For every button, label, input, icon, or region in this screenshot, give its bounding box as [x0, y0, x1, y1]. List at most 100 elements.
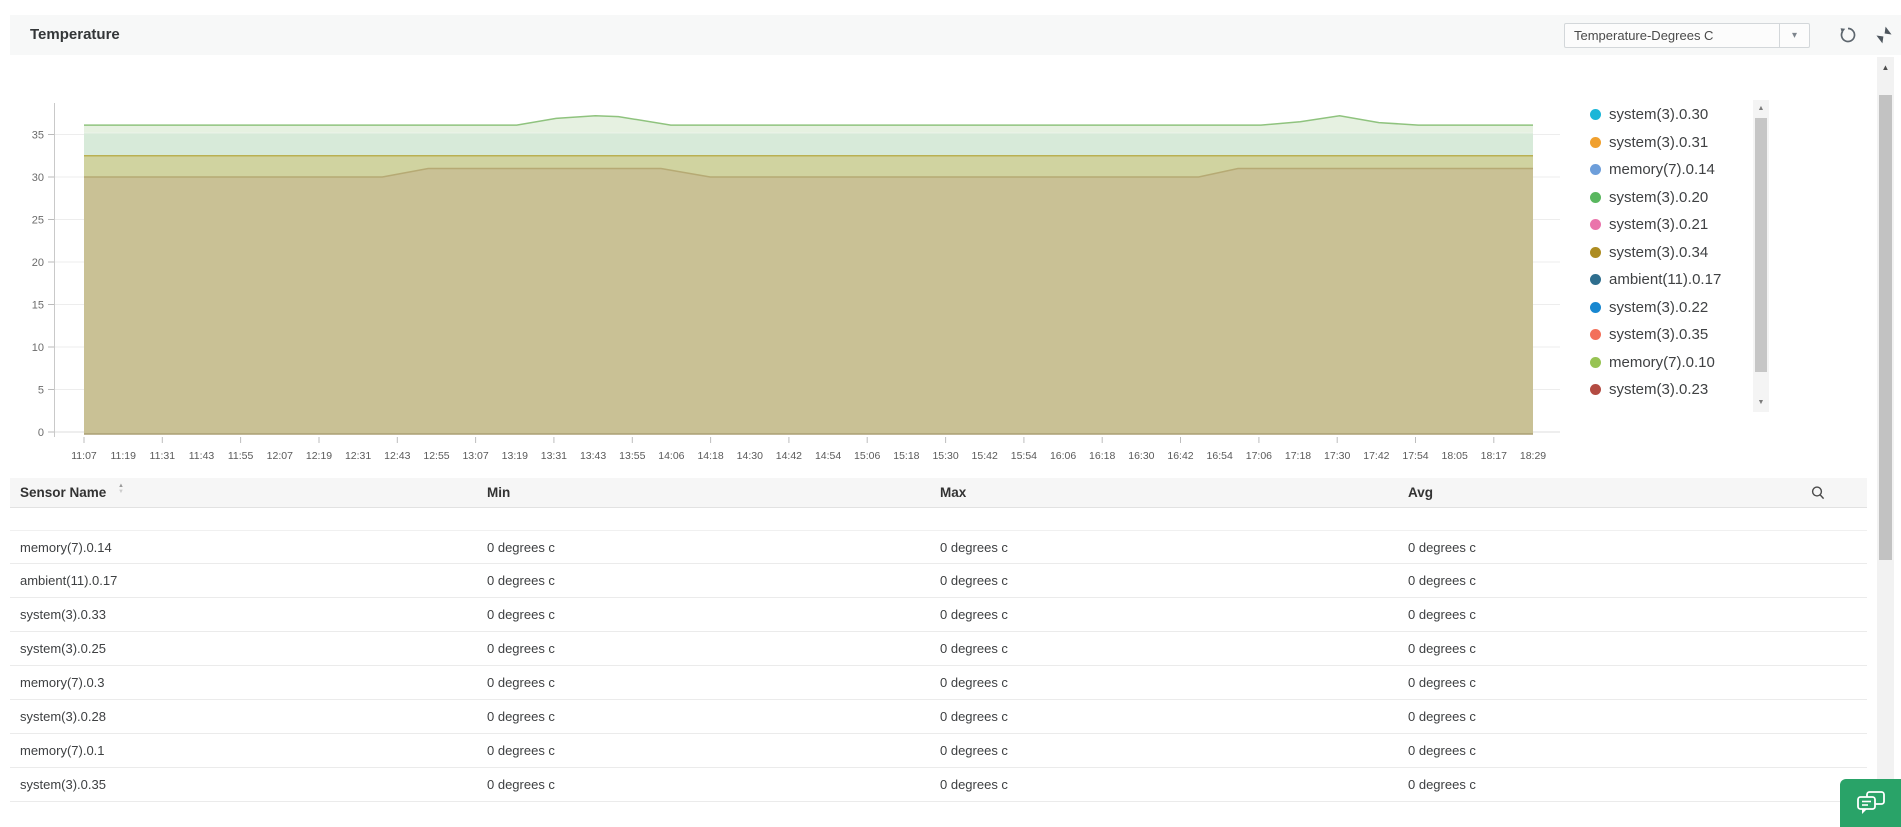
legend-color-dot [1590, 329, 1601, 341]
cell-sensor-name: system(3).0.33 [20, 607, 106, 622]
legend-item[interactable]: system(3).0.20 [1590, 184, 1752, 212]
legend-color-dot [1590, 356, 1601, 368]
svg-text:13:19: 13:19 [502, 450, 528, 462]
legend-item[interactable]: system(3).0.34 [1590, 239, 1752, 267]
chart-legend: system(3).0.30 system(3).0.31 memory(7).… [1590, 101, 1752, 404]
chat-widget-button[interactable] [1840, 779, 1901, 827]
cell-min: 0 degrees c [487, 777, 555, 792]
chevron-down-icon[interactable]: ▾ [1779, 24, 1809, 47]
svg-text:15:42: 15:42 [972, 450, 998, 462]
legend-item-label: memory(7).0.10 [1609, 353, 1715, 371]
cell-min: 0 degrees c [487, 709, 555, 724]
svg-text:12:19: 12:19 [306, 450, 332, 462]
search-icon[interactable] [1810, 485, 1826, 501]
cell-sensor-name: ambient(11).0.17 [20, 573, 118, 588]
legend-color-dot [1590, 301, 1601, 313]
svg-text:18:29: 18:29 [1520, 450, 1546, 462]
svg-text:13:43: 13:43 [580, 450, 606, 462]
svg-text:11:31: 11:31 [150, 450, 176, 462]
datapoint-dropdown[interactable]: Temperature-Degrees C ▾ [1564, 23, 1810, 48]
legend-scrollbar[interactable]: ▲ ▼ [1753, 100, 1769, 412]
cell-avg: 0 degrees c [1408, 607, 1476, 622]
svg-text:15:18: 15:18 [893, 450, 919, 462]
cell-sensor-name: system(3).0.25 [20, 641, 106, 656]
svg-text:14:06: 14:06 [658, 450, 684, 462]
scroll-up-icon[interactable]: ▲ [1881, 63, 1890, 72]
chat-bubbles-icon [1856, 791, 1885, 814]
page-scrollbar[interactable]: ▲ [1877, 57, 1894, 827]
column-header-max[interactable]: Max [940, 485, 967, 500]
legend-item-label: system(3).0.35 [1609, 326, 1709, 344]
legend-item[interactable]: system(3).0.35 [1590, 321, 1752, 349]
cell-sensor-name: system(3).0.28 [20, 709, 106, 724]
legend-item[interactable]: memory(7).0.14 [1590, 156, 1752, 184]
cell-max: 0 degrees c [940, 743, 1008, 758]
svg-text:15: 15 [32, 300, 44, 312]
column-header-sensor-name[interactable]: Sensor Name [20, 485, 107, 500]
svg-text:11:43: 11:43 [189, 450, 215, 462]
temperature-chart: 0 5 10 15 20 25 30 35 11:07 11:19 11:31 11:43 11:55 1… [32, 103, 1560, 462]
legend-item[interactable]: system(3).0.30 [1590, 101, 1752, 129]
legend-item-label: system(3).0.20 [1609, 188, 1709, 206]
svg-text:15:54: 15:54 [1011, 450, 1037, 462]
legend-color-dot [1590, 219, 1601, 231]
cell-avg: 0 degrees c [1408, 743, 1476, 758]
legend-item[interactable]: ambient(11).0.17 [1590, 266, 1752, 294]
table-header-row: Sensor Name ▲ ▼ Min Max Avg [10, 478, 1867, 508]
column-header-avg[interactable]: Avg [1408, 485, 1434, 500]
svg-text:17:06: 17:06 [1246, 450, 1272, 462]
svg-text:12:43: 12:43 [384, 450, 410, 462]
panel-header: Temperature Temperature-Degrees C ▾ [10, 15, 1901, 55]
legend-item-label: ambient(11).0.17 [1609, 271, 1722, 289]
svg-text:18:05: 18:05 [1442, 450, 1468, 462]
legend-color-dot [1590, 246, 1601, 258]
sort-indicator-icon[interactable]: ▲ ▼ [118, 483, 124, 495]
svg-text:10: 10 [32, 342, 44, 354]
cell-max: 0 degrees c [940, 709, 1008, 724]
legend-item[interactable]: system(3).0.31 [1590, 129, 1752, 157]
cell-sensor-name: system(3).0.35 [20, 777, 106, 792]
cell-avg: 0 degrees c [1408, 709, 1476, 724]
svg-text:15:06: 15:06 [854, 450, 880, 462]
svg-text:20: 20 [32, 257, 44, 269]
legend-item[interactable]: system(3).0.21 [1590, 211, 1752, 239]
refresh-icon[interactable] [1838, 25, 1858, 45]
page-title: Temperature [30, 26, 120, 43]
svg-text:14:18: 14:18 [697, 450, 723, 462]
legend-item[interactable]: system(3).0.23 [1590, 376, 1752, 404]
svg-text:12:55: 12:55 [423, 450, 449, 462]
scroll-down-icon[interactable]: ▼ [1757, 399, 1765, 406]
legend-item[interactable]: memory(7).0.10 [1590, 349, 1752, 377]
legend-scrollbar-thumb[interactable] [1755, 118, 1767, 372]
svg-text:5: 5 [38, 385, 44, 397]
svg-text:30: 30 [32, 172, 44, 184]
scroll-up-icon[interactable]: ▲ [1757, 105, 1765, 112]
svg-text:17:54: 17:54 [1402, 450, 1428, 462]
table-row: memory(7).0.3 0 degrees c 0 degrees c 0 … [10, 666, 1867, 700]
svg-text:11:55: 11:55 [228, 450, 254, 462]
svg-text:17:30: 17:30 [1324, 450, 1350, 462]
legend-item[interactable]: system(3).0.22 [1590, 294, 1752, 322]
cell-max: 0 degrees c [940, 777, 1008, 792]
svg-text:17:18: 17:18 [1285, 450, 1311, 462]
table-row: system(3).0.33 0 degrees c 0 degrees c 0… [10, 598, 1867, 632]
legend-item-label: system(3).0.34 [1609, 243, 1709, 261]
table-row: system(3).0.25 0 degrees c 0 degrees c 0… [10, 632, 1867, 666]
legend-color-dot [1590, 109, 1601, 121]
legend-item-label: system(3).0.22 [1609, 298, 1709, 316]
cell-avg: 0 degrees c [1408, 641, 1476, 656]
svg-text:16:42: 16:42 [1167, 450, 1193, 462]
cell-avg: 0 degrees c [1408, 540, 1476, 555]
cell-sensor-name: memory(7).0.3 [20, 675, 105, 690]
svg-text:16:18: 16:18 [1089, 450, 1115, 462]
cell-max: 0 degrees c [940, 607, 1008, 622]
column-header-min[interactable]: Min [487, 485, 511, 500]
page-scrollbar-thumb[interactable] [1879, 95, 1892, 560]
table-row: ambient(11).0.17 0 degrees c 0 degrees c… [10, 564, 1867, 598]
legend-item-label: system(3).0.23 [1609, 381, 1709, 399]
collapse-icon[interactable] [1874, 25, 1894, 45]
svg-text:0: 0 [38, 427, 44, 439]
svg-text:16:30: 16:30 [1128, 450, 1154, 462]
table-body: memory(7).0.14 0 degrees c 0 degrees c 0… [10, 508, 1867, 802]
